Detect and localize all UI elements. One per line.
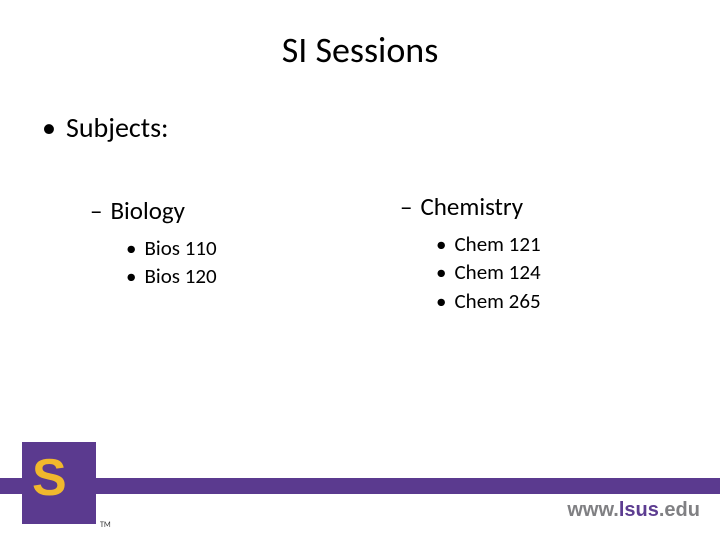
dash-icon: – [90,195,102,226]
list-item-label: Chem 121 [454,231,540,257]
bullet-dot-icon: • [436,259,446,285]
list-item: • Chem 124 [436,258,670,286]
biology-list: • Bios 110 • Bios 120 [126,234,360,291]
list-item: • Chem 121 [436,230,670,258]
bullet-dot-icon: • [126,263,136,289]
list-item: • Chem 265 [436,287,670,315]
bullet-subjects-label: Subjects: [66,110,169,145]
logo-letter: S [32,452,71,504]
chemistry-list: • Chem 121 • Chem 124 • Chem 265 [436,230,670,315]
footer-bar [0,478,720,494]
bullet-subjects: • Subjects: [42,110,169,145]
list-item: • Bios 110 [126,234,360,262]
heading-biology: –Biology [90,195,360,226]
footer-url: www.lsus.edu [567,499,700,522]
heading-biology-label: Biology [110,195,185,226]
list-item-label: Chem 265 [454,288,540,314]
slide: SI Sessions •Subjects: –Biology •Bios 11… [0,0,720,540]
page-title: SI Sessions [0,28,720,72]
heading-chemistry-label: Chemistry [420,191,523,222]
list-item-label: Bios 110 [144,235,216,261]
trademark-icon: TM [100,520,111,530]
heading-chemistry: –Chemistry [400,191,670,222]
list-item: • Bios 120 [126,262,360,290]
logo: S TM [22,442,106,532]
url-prefix: www. [567,499,618,521]
bullet-dot-icon: • [436,231,446,257]
url-suffix: .edu [659,499,700,521]
dash-icon: – [400,191,412,222]
bullet-dot-icon: • [126,235,136,261]
column-chemistry: –Chemistry • Chem 121 • Chem 124 • Chem 265 [400,191,670,315]
list-item-label: Chem 124 [454,259,540,285]
bullet-dot-icon: • [42,110,56,145]
url-mid: lsus [619,499,659,521]
list-item-label: Bios 120 [144,263,216,289]
bullet-dot-icon: • [436,288,446,314]
column-biology: –Biology • Bios 110 • Bios 120 [90,195,360,291]
